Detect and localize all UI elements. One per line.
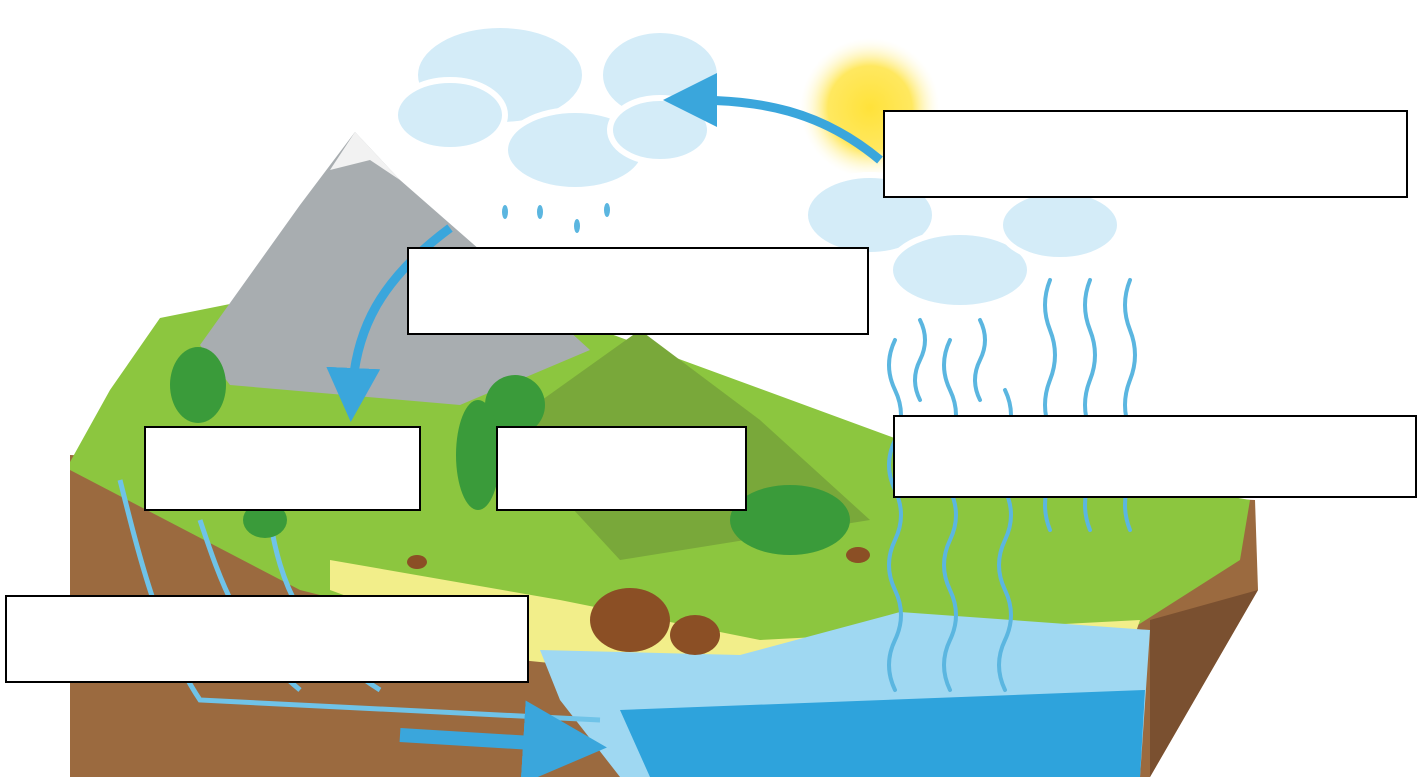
page: (() => { const data = JSON.parse(documen… — [0, 0, 1419, 777]
groundflow-arrow — [400, 735, 565, 745]
label-box[interactable] — [884, 111, 1407, 197]
label-box[interactable] — [6, 596, 528, 682]
label-box[interactable] — [497, 427, 746, 510]
soil-side — [1150, 590, 1258, 777]
label-box[interactable] — [894, 416, 1416, 497]
rain — [502, 203, 610, 233]
label-box[interactable] — [408, 248, 868, 334]
water-cycle-diagram — [0, 0, 1419, 777]
label-box[interactable] — [145, 427, 420, 510]
